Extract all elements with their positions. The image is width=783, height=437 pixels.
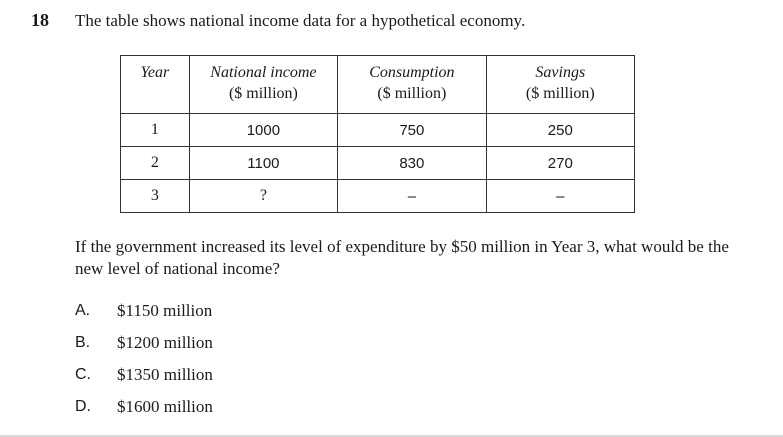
cell-national-income: 1100 [188,146,339,180]
option-letter: B. [75,334,91,351]
cell-year: 2 [120,146,190,180]
cell-national-income: 1000 [188,113,339,147]
cell-national-income: ? [188,179,339,213]
option-b[interactable]: B. $1200 million [75,332,213,364]
cell-year: 3 [120,179,190,213]
cell-consumption: 750 [337,113,487,147]
header-savings: Savings ($ million) [485,55,636,114]
header-national-income: National income ($ million) [188,55,339,114]
option-text: $1150 million [117,301,213,320]
header-savings-title: Savings [535,64,586,81]
cell-year: 1 [120,113,190,147]
cell-consumption: 830 [337,146,487,180]
header-consumption-unit: ($ million) [377,85,447,102]
table-row: 3 ? – – [120,179,636,213]
option-c[interactable]: C. $1350 million [75,364,213,396]
option-letter: D. [75,398,91,415]
cell-savings: 250 [485,113,636,147]
header-year: Year [120,55,190,114]
option-text: $1200 million [117,333,213,352]
header-national-income-unit: ($ million) [228,85,298,102]
table-row: 2 1100 830 270 [120,146,636,180]
cell-savings: – [485,179,636,213]
question-number: 18 [31,10,49,30]
answer-options: A. $1150 million B. $1200 million C. $13… [75,300,213,428]
option-letter: C. [75,366,91,383]
cell-consumption: – [337,179,487,213]
income-table: Year National income ($ million) Consump… [120,55,636,213]
option-letter: A. [75,302,91,319]
header-consumption: Consumption ($ million) [337,55,487,114]
header-consumption-title: Consumption [369,64,455,81]
question-stem: The table shows national income data for… [75,11,526,30]
header-year-title: Year [140,64,170,81]
header-savings-unit: ($ million) [525,85,595,102]
page-bottom-divider [0,435,783,437]
question-prompt: If the government increased its level of… [75,237,729,278]
option-d[interactable]: D. $1600 million [75,396,213,428]
option-text: $1600 million [117,397,213,416]
header-national-income-title: National income [210,64,317,81]
table-row: 1 1000 750 250 [120,113,636,147]
cell-savings: 270 [485,146,636,180]
option-a[interactable]: A. $1150 million [75,300,213,332]
table-header-row: Year National income ($ million) Consump… [120,55,636,114]
option-text: $1350 million [117,365,213,384]
